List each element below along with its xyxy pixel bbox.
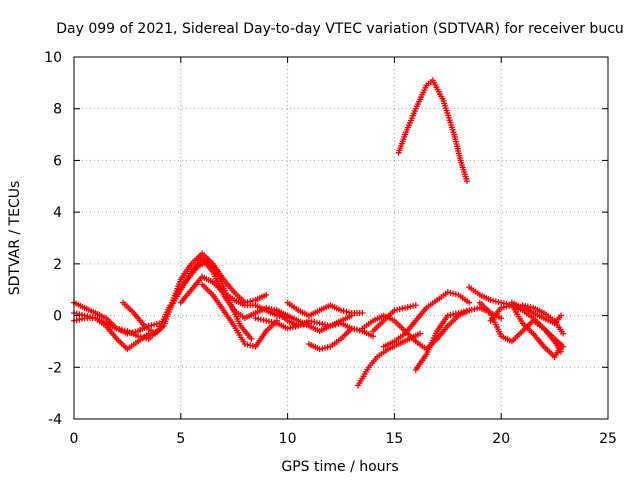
series-arc6	[173, 258, 255, 342]
data-point-marker	[560, 330, 567, 337]
y-tick-label: 8	[53, 102, 62, 118]
x-tick-label: 15	[385, 431, 403, 447]
y-tick-label: 0	[53, 309, 62, 325]
data-point-marker	[248, 335, 255, 342]
data-point-marker	[558, 312, 565, 319]
y-axis-label: SDTVAR / TECUs	[7, 181, 23, 296]
data-point-marker	[464, 178, 471, 185]
data-point-marker	[263, 291, 270, 298]
x-tick-label: 20	[492, 431, 510, 447]
x-tick-label: 5	[176, 431, 185, 447]
grid-lines	[74, 57, 608, 419]
series-arc15	[380, 289, 473, 350]
series-arc23	[508, 299, 565, 327]
y-tick-label: -2	[48, 360, 62, 376]
data-point-marker	[498, 315, 505, 322]
series-arc7	[177, 273, 291, 322]
data-point-marker	[417, 330, 424, 337]
y-tick-label: 2	[53, 257, 62, 273]
data-point-marker	[466, 299, 473, 306]
y-tick-label: 10	[44, 50, 62, 66]
chart-title: Day 099 of 2021, Sidereal Day-to-day VTE…	[56, 21, 624, 37]
x-tick-label: 25	[599, 431, 617, 447]
data-points	[71, 77, 567, 389]
series-arc21	[487, 302, 565, 360]
series-arc10	[273, 307, 355, 335]
series-arc16	[370, 302, 419, 335]
x-tick-label: 0	[70, 431, 79, 447]
series-arc11	[284, 299, 366, 319]
series-arc12	[305, 325, 377, 353]
data-point-marker	[370, 333, 377, 340]
x-axis-label: GPS time / hours	[281, 459, 398, 475]
x-tick-label: 10	[279, 431, 297, 447]
y-tick-label: 4	[53, 205, 62, 221]
y-tick-label: -4	[48, 412, 62, 428]
series-arc18	[395, 77, 471, 185]
axis-ticks: 0 5 10 15 20 25 -4 -2 0 2 4 6 8 10	[44, 50, 617, 447]
plot-frame	[73, 56, 609, 420]
data-point-marker	[412, 302, 419, 309]
data-point-marker	[359, 309, 366, 316]
y-tick-label: 6	[53, 153, 62, 169]
series-arc8	[199, 281, 280, 350]
data-point-marker	[558, 343, 565, 350]
